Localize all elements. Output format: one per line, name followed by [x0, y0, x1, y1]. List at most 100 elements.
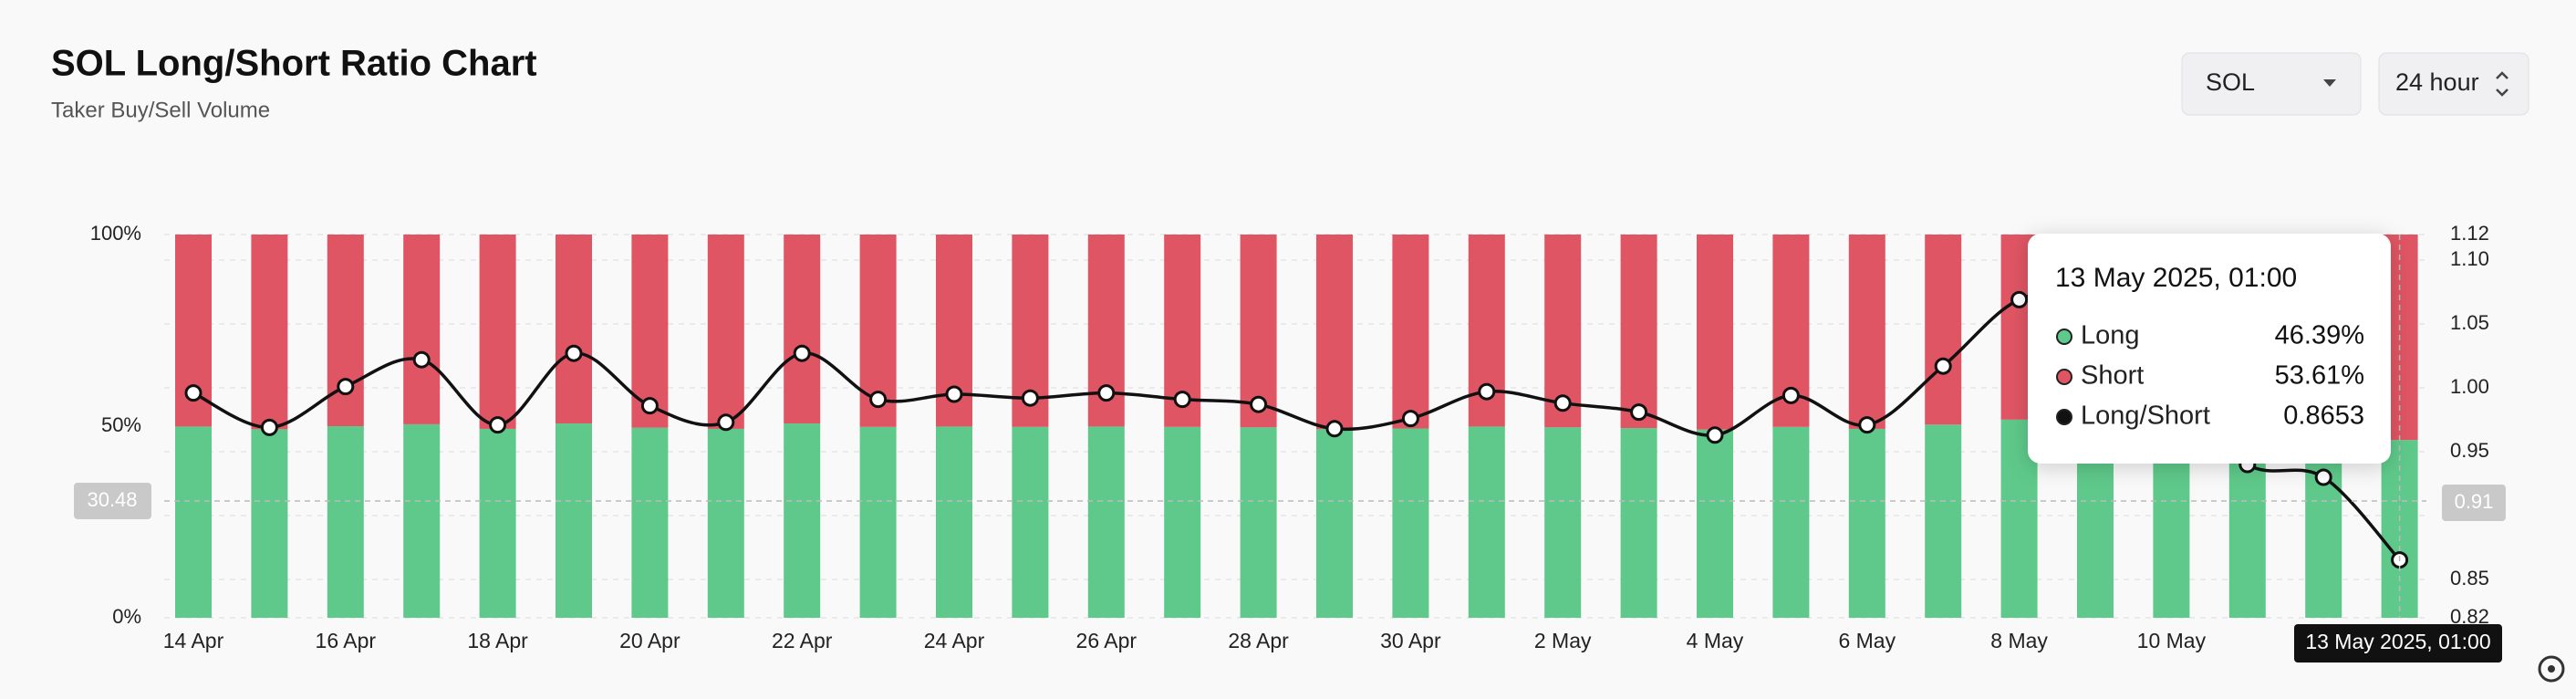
ratio-point [1097, 384, 1116, 402]
ratio-point [1021, 389, 1039, 407]
ratio-point [337, 378, 355, 396]
ratio-point [869, 391, 888, 409]
crosshair-y2-label: 0.91 [2455, 490, 2494, 513]
ratio-point [1630, 403, 1648, 422]
y2-tick-label: 0.85 [2450, 567, 2489, 589]
long-bar [1087, 426, 1125, 618]
crosshair-x-label: 13 May 2025, 01:00 [2305, 630, 2490, 653]
tooltip-dot [2056, 329, 2072, 345]
x-tick-label: 16 Apr [316, 629, 377, 652]
coin-select-label[interactable]: SOL [2206, 68, 2255, 96]
x-tick-label: 28 Apr [1228, 629, 1289, 652]
interval-select-label[interactable]: 24 hour [2395, 68, 2479, 96]
x-tick-label: 30 Apr [1380, 629, 1441, 652]
long-bar [1164, 426, 1201, 618]
ratio-point [184, 384, 203, 402]
ratio-point [945, 385, 963, 403]
ratio-point [260, 418, 278, 436]
long-bar [556, 423, 592, 618]
tooltip-dot [2056, 369, 2072, 385]
x-tick-label: 22 Apr [772, 629, 833, 652]
long-bar [1772, 426, 1810, 618]
short-bar [556, 235, 592, 424]
y-tick-label: 100% [90, 222, 141, 245]
settings-icon-center [2548, 665, 2555, 673]
long-bar [1240, 427, 1277, 618]
tooltip-title: 13 May 2025, 01:00 [2055, 263, 2297, 293]
tooltip-name: Long [2081, 321, 2140, 350]
long-bar [175, 426, 212, 618]
long-bar [2305, 433, 2342, 618]
y2-tick-label: 1.12 [2450, 222, 2489, 245]
ratio-point [1250, 395, 1268, 413]
short-bar [1697, 235, 1733, 430]
long-bar [1620, 428, 1657, 618]
long-bar [1848, 428, 1885, 618]
y2-tick-label: 0.82 [2450, 605, 2489, 628]
x-tick-label: 2 May [1534, 629, 1592, 652]
y-tick-label: 0% [112, 605, 141, 628]
ratio-point [1553, 394, 1572, 412]
interval-select-box[interactable] [2378, 52, 2529, 116]
ratio-point [2314, 468, 2332, 486]
long-bar [1392, 428, 1429, 618]
y2-tick-label: 1.05 [2450, 311, 2489, 334]
ratio-point [640, 397, 659, 415]
interval-select[interactable]: 24 hour [2378, 52, 2529, 116]
short-bar [707, 235, 744, 429]
dropdown-arrow [2323, 79, 2336, 87]
long-bar [936, 426, 972, 618]
ratio-point [1325, 420, 1344, 438]
x-tick-label: 6 May [1838, 629, 1896, 652]
short-bar [1620, 235, 1657, 429]
crosshair-y2-box [2442, 485, 2506, 521]
tooltip-value: 0.8653 [2283, 402, 2364, 431]
tooltip-value: 53.61% [2275, 361, 2364, 391]
long-bar [784, 423, 821, 618]
short-bar [403, 235, 441, 424]
ratio-point [717, 413, 735, 432]
x-tick-label: 4 May [1687, 629, 1744, 652]
long-bar [1468, 426, 1505, 618]
y2-tick-label: 0.95 [2450, 439, 2489, 462]
long-bar [327, 426, 364, 618]
long-bar [1316, 429, 1353, 618]
long-bar [403, 423, 441, 618]
chart-subtitle: Taker Buy/Sell Volume [51, 98, 270, 122]
x-tick-label: 14 Apr [163, 629, 224, 652]
short-bar [327, 235, 364, 426]
ratio-point [412, 350, 431, 369]
ratio-point [489, 416, 507, 434]
tooltip-name: Short [2081, 361, 2144, 391]
long-bar [631, 427, 669, 618]
tooltip-dot [2056, 409, 2072, 425]
settings-icon[interactable] [2538, 655, 2565, 683]
x-tick-label: 26 Apr [1076, 629, 1137, 652]
short-bar [784, 235, 821, 424]
tooltip: 13 May 2025, 01:00 Long 46.39% Short 53.61% L… [2028, 234, 2391, 464]
coin-select-box[interactable] [2181, 52, 2362, 116]
y2-tick-label: 1.00 [2450, 375, 2489, 398]
x-tick-label: 18 Apr [467, 629, 528, 652]
x-tick-label: 20 Apr [619, 629, 680, 652]
ratio-point [565, 344, 583, 362]
ratio-point [1401, 410, 1419, 428]
long-bar [707, 428, 744, 618]
stepper-arrows [2496, 71, 2508, 97]
short-bar [251, 235, 288, 430]
coin-select[interactable]: SOL [2181, 52, 2362, 116]
settings-button[interactable] [2538, 655, 2565, 683]
short-bar [1848, 235, 1885, 429]
crosshair-y-label: 30.48 [87, 488, 137, 511]
x-tick-label: 24 Apr [924, 629, 985, 652]
tooltip-name: Long/Short [2081, 402, 2210, 431]
long-bar [1925, 424, 1962, 618]
short-bar [1316, 235, 1353, 430]
crosshair-y-box [74, 482, 151, 519]
x-tick-label: 8 May [1990, 629, 2048, 652]
long-bar [1012, 426, 1049, 618]
ratio-point [2010, 290, 2029, 308]
long-bar [1697, 429, 1733, 618]
crosshair-x-box [2294, 624, 2502, 662]
